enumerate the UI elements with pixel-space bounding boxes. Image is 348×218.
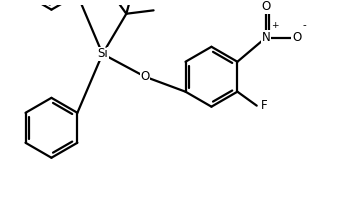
Text: Si: Si (97, 47, 108, 60)
Text: -: - (302, 20, 306, 30)
Text: N: N (262, 31, 270, 44)
Text: O: O (292, 31, 301, 44)
Text: +: + (271, 21, 279, 30)
Text: F: F (261, 99, 267, 112)
Text: O: O (141, 70, 150, 83)
Text: O: O (261, 0, 270, 14)
